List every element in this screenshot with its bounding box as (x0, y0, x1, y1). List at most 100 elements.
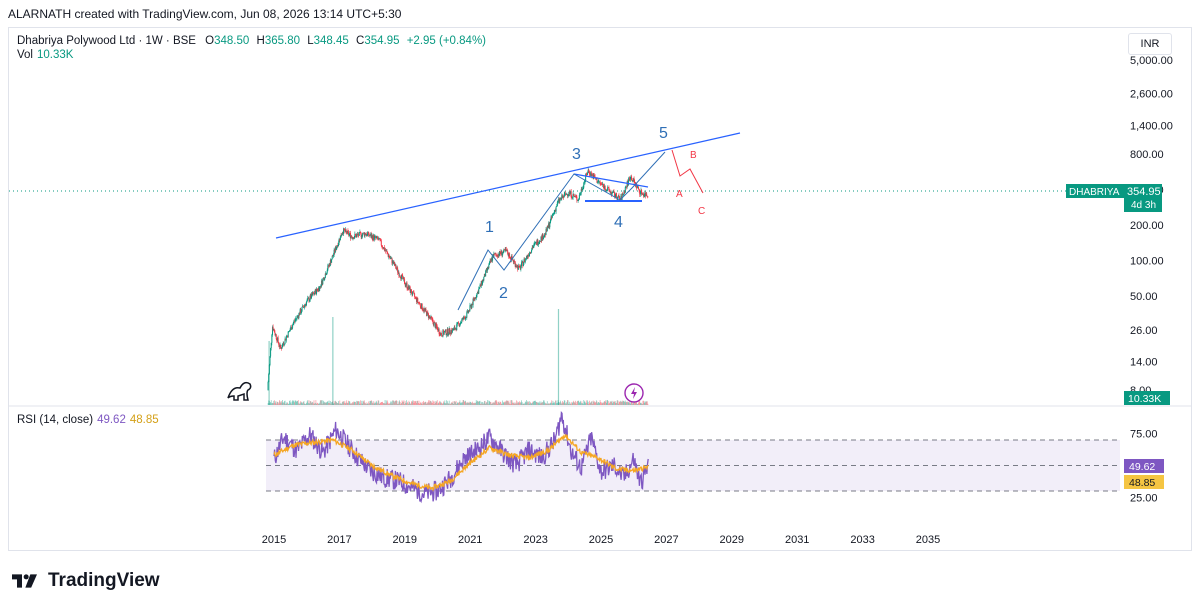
volume-bar (448, 403, 449, 405)
volume-bar (458, 401, 460, 405)
volume-bar (318, 403, 320, 405)
candle-body (274, 332, 276, 335)
candle-body (461, 319, 463, 323)
candle-body (276, 339, 278, 342)
candle-body (348, 234, 350, 236)
symbol-label[interactable]: Dhabriya Polywood Ltd · 1W · BSE (17, 35, 196, 47)
candle-body (327, 265, 329, 267)
candle-body (349, 232, 351, 239)
triangle-upper-line[interactable] (573, 173, 649, 188)
volume-bar (538, 402, 539, 405)
currency-button[interactable]: INR (1128, 33, 1172, 55)
candle-body (415, 297, 417, 302)
volume-bar (268, 400, 270, 405)
volume-bar (646, 401, 648, 405)
volume-bar (317, 403, 319, 405)
volume-bar (594, 402, 596, 405)
candle-body (597, 182, 599, 184)
candle-body (502, 253, 504, 256)
volume-bar (462, 402, 463, 405)
volume-bar (643, 400, 644, 405)
time-axis[interactable]: 2015 2017 2019 2021 2023 2025 2027 2029 2031 2033… (262, 534, 940, 546)
volume-bar (553, 402, 554, 405)
volume-bar (351, 402, 353, 405)
volume-bar (638, 401, 640, 405)
candle-body (484, 273, 486, 277)
candle-body (602, 184, 604, 185)
volume-bars (267, 309, 649, 405)
high-label: H (256, 35, 265, 47)
volume-bar (574, 402, 576, 405)
candle-body (615, 193, 617, 198)
candle-body (301, 307, 303, 312)
volume-bar (461, 403, 463, 405)
candle-body (497, 256, 499, 258)
candle-body (606, 189, 608, 191)
candle-body (549, 223, 551, 228)
volume-bar (534, 400, 536, 405)
dinosaur-icon[interactable] (227, 381, 252, 401)
volume-bar (402, 401, 404, 405)
candles[interactable] (267, 167, 649, 391)
volume-bar (299, 403, 300, 405)
wave-path[interactable] (457, 151, 666, 311)
volume-bar (509, 400, 511, 405)
volume-bar (526, 402, 528, 405)
abc-path[interactable] (671, 149, 704, 194)
volume-bar (403, 400, 405, 405)
volume-bar (531, 402, 533, 405)
volume-bar (389, 403, 390, 405)
candle-body (449, 333, 451, 334)
volume-bar (582, 403, 584, 405)
volume-bar (299, 402, 301, 405)
volume-bar (286, 402, 288, 405)
volume-bar (419, 402, 421, 405)
volume-bar (417, 400, 419, 405)
upper-trendline[interactable] (275, 132, 741, 239)
candle-body (383, 247, 385, 251)
volume-bar (357, 401, 359, 405)
candle-body (488, 264, 490, 269)
candle-body (388, 255, 390, 258)
candle-body (286, 335, 288, 337)
volume-bar (643, 402, 645, 405)
volume-bar (499, 403, 500, 405)
price-axis[interactable]: 5,000.002,600.001,400.00800.00400.00200.… (1130, 55, 1173, 397)
volume-bar (463, 401, 465, 405)
volume-bar (632, 403, 634, 405)
candle-body (605, 190, 607, 192)
candle-body (593, 174, 595, 177)
volume-bar (470, 402, 472, 405)
candle-body (643, 195, 645, 197)
volume-bar (536, 402, 538, 405)
volume-bar (340, 403, 341, 405)
candle-body (501, 250, 503, 256)
candle-body (565, 194, 567, 195)
volume-bar (512, 402, 514, 405)
volume-bar (412, 400, 414, 405)
candle-body (623, 190, 625, 195)
price-tick-label: 2,600.00 (1130, 89, 1173, 101)
rsi-label[interactable]: RSI (14, close) (17, 414, 94, 426)
candle-body (356, 234, 358, 238)
candle-body (436, 323, 438, 327)
lightning-icon[interactable] (624, 383, 644, 403)
candle-body (608, 187, 610, 191)
candle-body (515, 265, 517, 268)
candle-body (458, 322, 460, 324)
candle-body (358, 234, 360, 236)
candle-body (304, 304, 306, 306)
volume-bar (584, 401, 586, 405)
volume-bar (475, 403, 477, 405)
tradingview-logo[interactable]: TradingView (12, 570, 160, 592)
volume-bar (309, 401, 311, 405)
candle-body (532, 247, 534, 249)
candle-body (585, 174, 587, 176)
volume-bar (412, 400, 414, 405)
rsi-value: 49.62 (97, 414, 126, 426)
chart-frame[interactable] (8, 27, 1192, 551)
volume-bar (354, 401, 356, 405)
candle-body (488, 262, 490, 265)
candle-body (582, 187, 584, 189)
